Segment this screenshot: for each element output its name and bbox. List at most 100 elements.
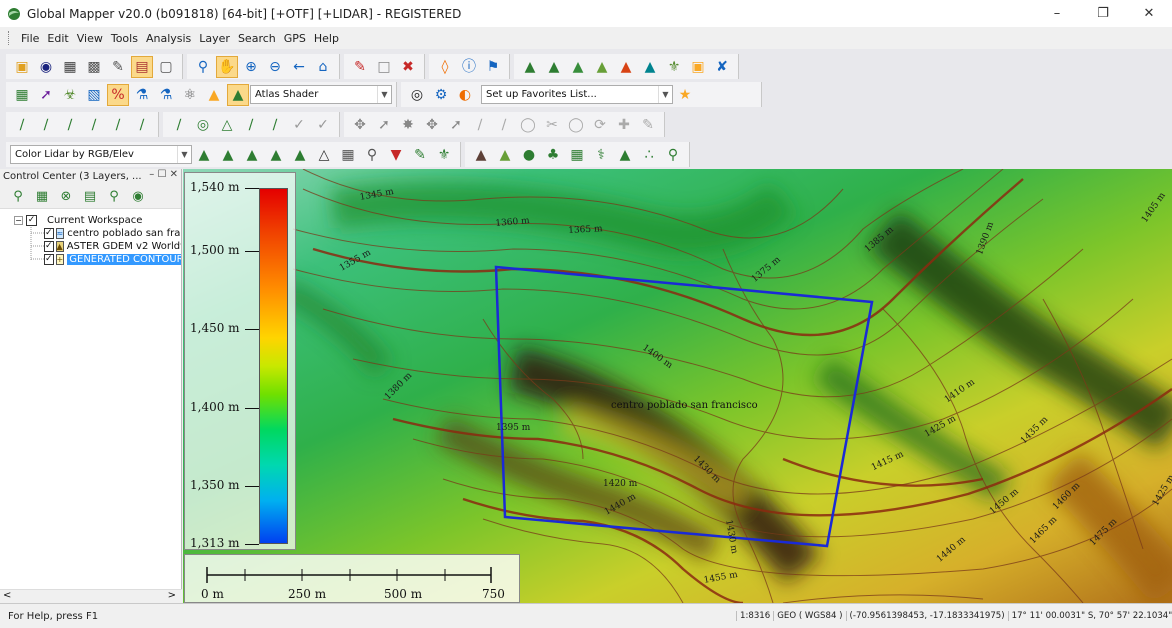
maximize-button[interactable]: ❐ (1097, 6, 1109, 21)
star-icon[interactable]: ★ (678, 86, 692, 103)
hillshade-icon[interactable]: ▲ (208, 86, 220, 103)
favorites-select[interactable]: Set up Favorites List... ▼ (481, 85, 673, 104)
lidar-ground-icon[interactable]: ▲ (222, 146, 234, 163)
table-icon[interactable]: ▧ (87, 86, 101, 103)
menu-view[interactable]: View (76, 31, 103, 45)
feature-info-icon[interactable]: ⚑ (486, 58, 500, 75)
terrain-6-icon[interactable]: ▲ (644, 58, 656, 75)
terrain-9-icon[interactable]: ✘ (716, 58, 728, 75)
chevron-down-icon[interactable]: ▼ (658, 86, 672, 103)
back-arrow-icon[interactable]: ← (293, 58, 305, 75)
menu-gps[interactable]: GPS (283, 31, 306, 45)
boundary-polygon[interactable] (183, 169, 1172, 603)
menu-tools[interactable]: Tools (110, 31, 138, 45)
lidar-color-select[interactable]: Color Lidar by RGB/Elev ▼ (10, 145, 192, 164)
terrain-8-icon[interactable]: ▣ (691, 58, 705, 75)
layer-zoom-icon[interactable]: ⚲ (109, 188, 119, 204)
lidar-1-icon[interactable]: ⚗ (135, 86, 149, 103)
layer-view-icon[interactable]: ◉ (132, 188, 144, 204)
grid-icon[interactable]: ▦ (15, 86, 29, 103)
terrain-1-icon[interactable]: ▲ (524, 58, 536, 75)
map-view[interactable]: 1345 m 1360 m 1365 m 1355 m 1375 m 1385 m 1390… (183, 169, 1172, 603)
view-shed-icon[interactable]: ☣ (63, 86, 77, 103)
shrub-icon[interactable]: ● (522, 146, 536, 163)
lidar-3-icon[interactable]: ⚛ (183, 86, 197, 103)
shader-icon[interactable]: ▲ (227, 83, 249, 106)
tree-item-layer-2[interactable]: ✓ ▲ ASTER GDEM v2 Worldw (0, 240, 181, 253)
checkbox-checked-icon[interactable]: ✓ (44, 228, 54, 239)
close-button[interactable]: ✕ (1143, 6, 1155, 21)
tree-icon[interactable]: ♣ (546, 146, 560, 163)
area-icon[interactable]: △ (221, 116, 233, 133)
measure-icon[interactable]: ◊ (441, 58, 449, 75)
zoom-out-icon[interactable]: ⊖ (269, 58, 281, 75)
layer-close-icon[interactable]: ⊗ (60, 188, 72, 204)
reshape-icon[interactable]: ∕ (248, 116, 254, 133)
layer-search-icon[interactable]: ⚲ (13, 188, 23, 204)
3d-view-icon[interactable]: ◐ (458, 86, 472, 103)
chevron-down-icon[interactable]: ▼ (377, 86, 391, 103)
cut-icon[interactable]: ✂ (546, 116, 558, 133)
offset-icon[interactable]: ∕ (501, 116, 507, 133)
overlay-control-icon[interactable]: ▩ (87, 58, 101, 75)
shader-select[interactable]: Atlas Shader ▼ (250, 85, 392, 104)
map-canvas[interactable] (183, 169, 1172, 603)
draw-line-6-icon[interactable]: ∕ (139, 116, 145, 133)
menu-edit[interactable]: Edit (47, 31, 69, 45)
terrain-3-icon[interactable]: ▲ (572, 58, 584, 75)
add-vertex-icon[interactable]: ➚ (378, 116, 390, 133)
terrain-2-icon[interactable]: ▲ (548, 58, 560, 75)
draw-line-1-icon[interactable]: ∕ (19, 116, 25, 133)
ground-icon[interactable]: ▲ (499, 146, 511, 163)
pencil-gray-icon[interactable]: ✎ (642, 116, 654, 133)
lidar-classify-icon[interactable]: ▲ (198, 146, 210, 163)
gear-icon[interactable]: ⚙ (434, 86, 448, 103)
draw-line-2-icon[interactable]: ∕ (43, 116, 49, 133)
chevron-down-icon[interactable]: ▼ (177, 146, 191, 163)
path-profile-icon[interactable]: ➚ (40, 86, 52, 103)
panel-horizontal-scrollbar[interactable]: < > (0, 589, 182, 603)
panel-window-controls[interactable]: – ☐ ✕ (149, 169, 178, 180)
percent-icon[interactable]: % (107, 83, 129, 106)
check-line-icon[interactable]: ✓ (293, 116, 305, 133)
lidar-grid-icon[interactable]: ▦ (341, 146, 355, 163)
menu-search[interactable]: Search (237, 31, 276, 45)
join-icon[interactable]: ➚ (450, 116, 462, 133)
layer-options-icon[interactable]: ▦ (35, 188, 49, 204)
snap-icon[interactable]: ✥ (426, 116, 438, 133)
menu-file[interactable]: File (21, 31, 40, 45)
check-area-icon[interactable]: ✓ (317, 116, 329, 133)
draw-line-5-icon[interactable]: ∕ (115, 116, 121, 133)
rotate-icon[interactable]: ⟳ (594, 116, 606, 133)
scale-icon[interactable]: ◯ (568, 116, 584, 133)
collapse-icon[interactable]: − (14, 215, 23, 225)
edit-line-icon[interactable]: ∕ (176, 116, 182, 133)
draw-line-4-icon[interactable]: ∕ (91, 116, 97, 133)
select-rect-icon[interactable]: □ (377, 58, 391, 75)
lidar-funnel-icon[interactable]: ▼ (390, 146, 402, 163)
info-icon[interactable]: ⓘ (462, 58, 476, 75)
digitizer-pencil-icon[interactable]: ✎ (354, 58, 366, 75)
zoom-in-icon[interactable]: ⊕ (245, 58, 257, 75)
lidar-triangle-icon[interactable]: △ (318, 146, 330, 163)
menu-grip[interactable] (8, 31, 11, 45)
lidar-tree-icon[interactable]: ▲ (270, 146, 282, 163)
checkbox-checked-icon[interactable]: ✓ (44, 241, 54, 252)
zoom-select-icon[interactable]: ⚲ (197, 58, 209, 75)
lidar-search-icon[interactable]: ⚲ (366, 146, 378, 163)
globe-icon[interactable]: ◎ (410, 86, 424, 103)
tree-item-layer-1[interactable]: ✓ ≈ centro poblado san fran (0, 227, 181, 240)
lidar-edit-icon[interactable]: ✎ (414, 146, 426, 163)
window-icon[interactable]: ▢ (159, 58, 173, 75)
scroll-left-icon[interactable]: < (3, 590, 12, 601)
move-vertex-icon[interactable]: ✥ (354, 116, 366, 133)
open-folder-icon[interactable]: ▣ (15, 58, 29, 75)
tree-item-layer-3[interactable]: ✓ + GENERATED CONTOURS (0, 253, 181, 266)
mountain-icon[interactable]: ▲ (475, 146, 487, 163)
split-icon[interactable]: ✸ (402, 116, 414, 133)
home-icon[interactable]: ⌂ (318, 58, 328, 75)
scroll-right-icon[interactable]: > (167, 590, 176, 601)
terrain-4-icon[interactable]: ▲ (596, 58, 608, 75)
save-icon[interactable]: ▦ (63, 58, 77, 75)
terrain-5-icon[interactable]: ▲ (620, 58, 632, 75)
